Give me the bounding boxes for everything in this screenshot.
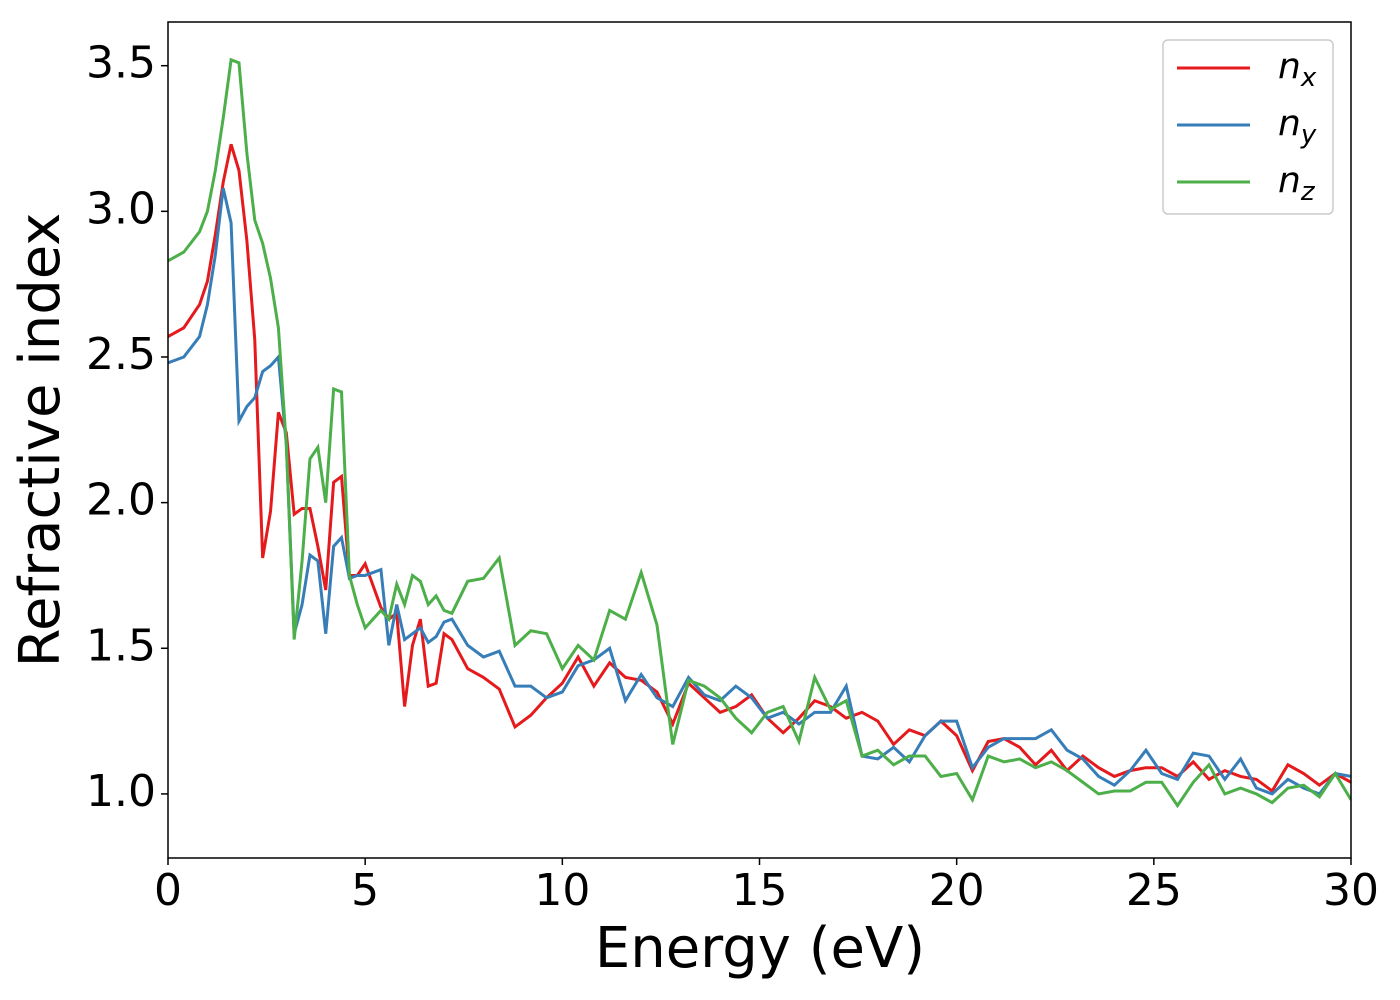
y-tick-label: 3.5	[86, 38, 156, 89]
series-line	[168, 57, 1351, 809]
legend-label: nz	[1278, 160, 1316, 207]
x-tick-label: 25	[1126, 865, 1182, 916]
legend-box	[1162, 39, 1334, 215]
y-tick-label: 2.5	[86, 329, 156, 380]
y-axis-title: Refractive index	[8, 213, 73, 668]
y-tick-label: 2.0	[86, 475, 156, 526]
series-line	[168, 143, 1351, 794]
x-axis-title: Energy (eV)	[595, 916, 925, 981]
plot-frame	[167, 21, 1352, 859]
x-tick-label: 0	[154, 865, 182, 916]
x-tick-label: 15	[732, 865, 788, 916]
series-line	[168, 187, 1351, 796]
y-tick-label: 1.5	[86, 620, 156, 671]
x-tick-label: 10	[534, 865, 590, 916]
x-tick-label: 30	[1323, 865, 1379, 916]
x-tick-label: 5	[351, 865, 379, 916]
y-tick-label: 3.0	[86, 183, 156, 234]
y-tick-label: 1.0	[86, 766, 156, 817]
legend-label: ny	[1278, 103, 1317, 150]
x-tick-label: 20	[929, 865, 985, 916]
legend-label: nx	[1278, 46, 1317, 93]
